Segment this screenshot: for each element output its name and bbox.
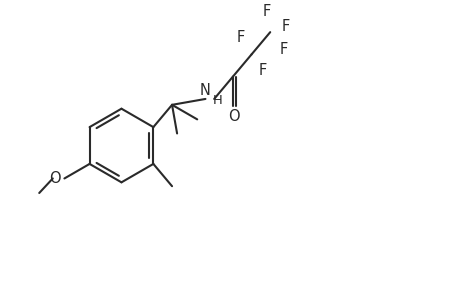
Text: F: F — [280, 42, 287, 57]
Text: N: N — [200, 83, 210, 98]
Text: F: F — [258, 63, 266, 78]
Text: H: H — [213, 94, 223, 107]
Text: O: O — [49, 171, 61, 186]
Text: F: F — [281, 19, 290, 34]
Text: F: F — [262, 4, 270, 19]
Text: F: F — [236, 30, 244, 45]
Text: O: O — [228, 109, 240, 124]
